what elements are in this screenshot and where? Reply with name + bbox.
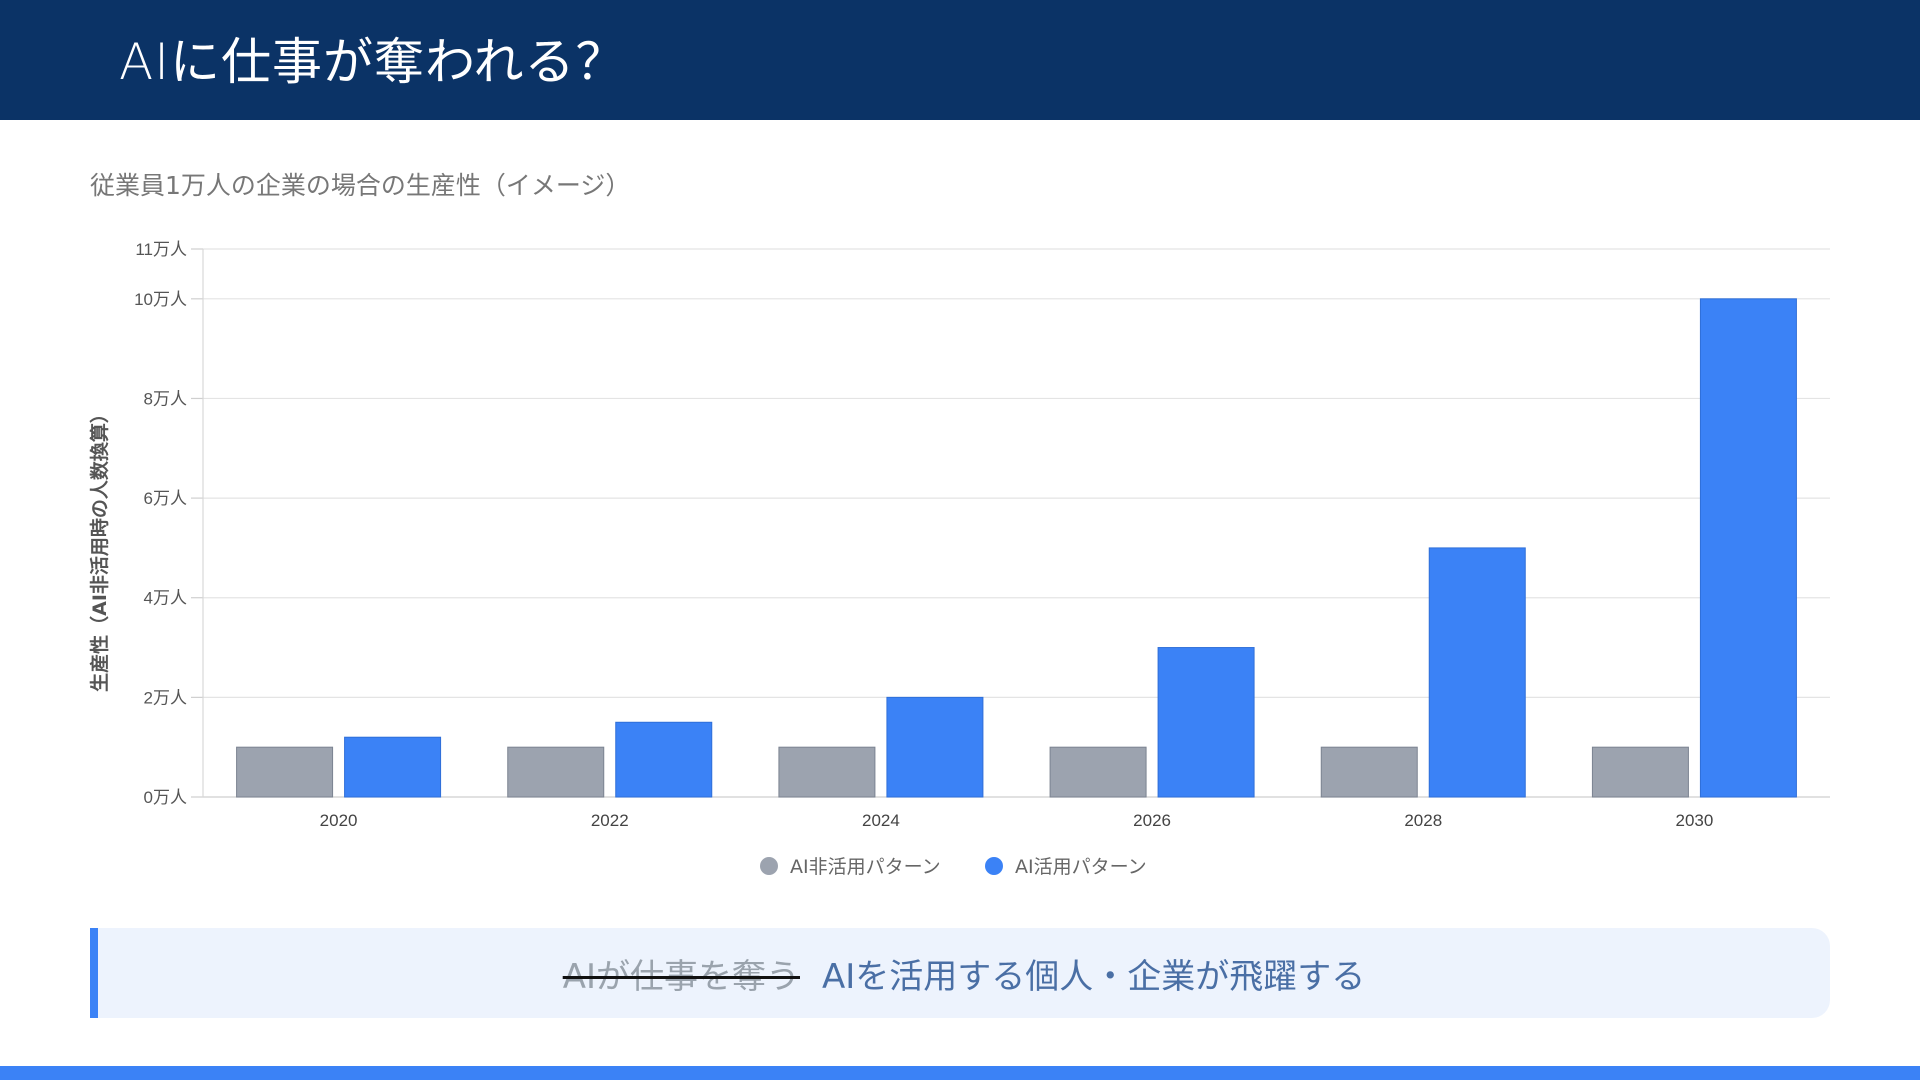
y-axis-title: 生産性（AI非活用時の人数換算） xyxy=(88,404,111,692)
x-tick-label: 2026 xyxy=(1133,811,1171,830)
legend-marker-non-ai xyxy=(760,857,778,875)
bar-non-ai xyxy=(1591,746,1689,798)
y-tick-label: 10万人 xyxy=(134,290,187,309)
page-title: AIに仕事が奪われる？ xyxy=(119,33,627,91)
bar-non-ai xyxy=(236,746,334,798)
bar-non-ai xyxy=(1320,746,1418,798)
bar-ai xyxy=(886,696,984,798)
bar-ai xyxy=(344,736,442,798)
legend-marker-ai xyxy=(985,857,1003,875)
legend-label-non-ai: AI非活用パターン xyxy=(790,856,941,878)
bar-ai xyxy=(1699,298,1797,798)
x-tick-label: 2020 xyxy=(320,811,358,830)
x-tick-label: 2028 xyxy=(1404,811,1442,830)
footer-bar xyxy=(0,1066,1920,1080)
bar-non-ai xyxy=(507,746,605,798)
chart-subtitle: 従業員1万人の企業の場合の生産性（イメージ） xyxy=(90,171,631,200)
conclusion-callout: AIが仕事を奪う AIを活用する個人・企業が飛躍する xyxy=(90,928,1830,1018)
bar-ai xyxy=(1157,647,1255,798)
y-tick-label: 11万人 xyxy=(135,240,187,259)
y-tick-label: 4万人 xyxy=(144,589,187,608)
y-tick-label: 6万人 xyxy=(144,489,187,508)
x-tick-label: 2030 xyxy=(1676,811,1714,830)
y-tick-label: 2万人 xyxy=(144,688,187,707)
x-tick-label: 2024 xyxy=(862,811,900,830)
emphasis-statement: AIを活用する個人・企業が飛躍する xyxy=(822,956,1366,997)
header-bar: AIに仕事が奪われる？ xyxy=(0,0,1920,120)
struck-statement: AIが仕事を奪う xyxy=(562,956,800,997)
bar-non-ai xyxy=(1049,746,1147,798)
x-tick-label: 2022 xyxy=(591,811,629,830)
legend-label-ai: AI活用パターン xyxy=(1015,856,1147,878)
y-tick-label: 8万人 xyxy=(144,389,187,408)
bar-non-ai xyxy=(778,746,876,798)
bar-ai xyxy=(615,721,713,798)
bar-ai xyxy=(1428,547,1526,798)
y-tick-label: 0万人 xyxy=(144,788,187,807)
